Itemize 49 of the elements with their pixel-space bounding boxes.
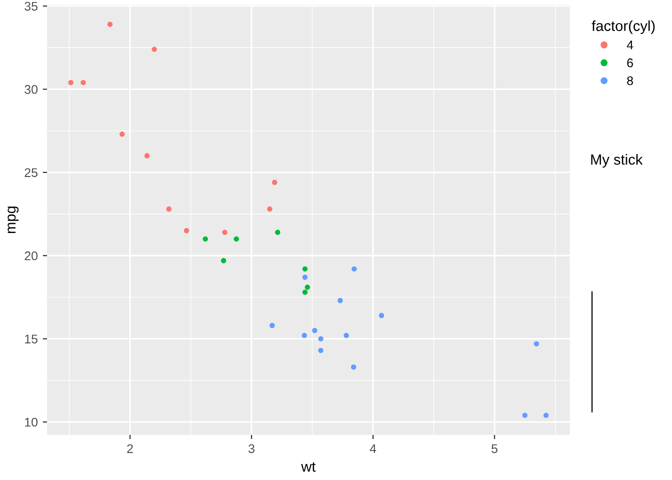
point <box>302 332 307 338</box>
point <box>275 230 280 235</box>
x-tick-label: 5 <box>492 444 498 454</box>
point <box>344 332 349 338</box>
point <box>120 132 125 137</box>
point <box>222 230 228 235</box>
y-tick-label: 20 <box>24 251 38 260</box>
point <box>378 312 384 318</box>
point <box>352 266 357 272</box>
point <box>318 348 324 354</box>
point <box>68 80 74 86</box>
point <box>338 298 343 304</box>
x-tick-label: 4 <box>370 444 376 453</box>
point <box>304 284 310 290</box>
point <box>534 341 540 346</box>
point <box>318 336 324 342</box>
y-axis-title: mpg <box>8 206 19 234</box>
point <box>312 328 318 334</box>
point <box>220 258 226 264</box>
point <box>302 274 308 280</box>
legend-label: 4 <box>626 40 634 50</box>
point <box>234 236 239 242</box>
point <box>302 266 308 272</box>
point <box>350 364 356 370</box>
y-tick-label: 30 <box>24 85 38 94</box>
point <box>267 206 272 212</box>
x-tick-label: 2 <box>127 444 133 453</box>
point <box>144 153 150 158</box>
point <box>202 236 208 242</box>
y-tick-label: 25 <box>24 168 38 178</box>
y-tick-label: 35 <box>24 2 38 11</box>
x-tick-label: 3 <box>248 444 254 454</box>
point <box>152 46 157 52</box>
point <box>522 412 528 418</box>
point <box>543 412 549 418</box>
legend-label: 8 <box>627 76 633 86</box>
legend-title: factor(cyl) <box>592 20 655 34</box>
x-axis-title: wt <box>301 462 316 472</box>
y-tick-label: 15 <box>25 334 38 344</box>
point <box>107 22 113 27</box>
point <box>272 180 278 186</box>
y-tick-label: 10 <box>25 418 38 427</box>
text: My stick <box>591 154 643 168</box>
point <box>80 80 86 86</box>
point <box>270 322 275 328</box>
point <box>302 290 308 295</box>
point <box>184 228 190 234</box>
point <box>166 206 172 212</box>
legend-label: 6 <box>627 58 633 68</box>
